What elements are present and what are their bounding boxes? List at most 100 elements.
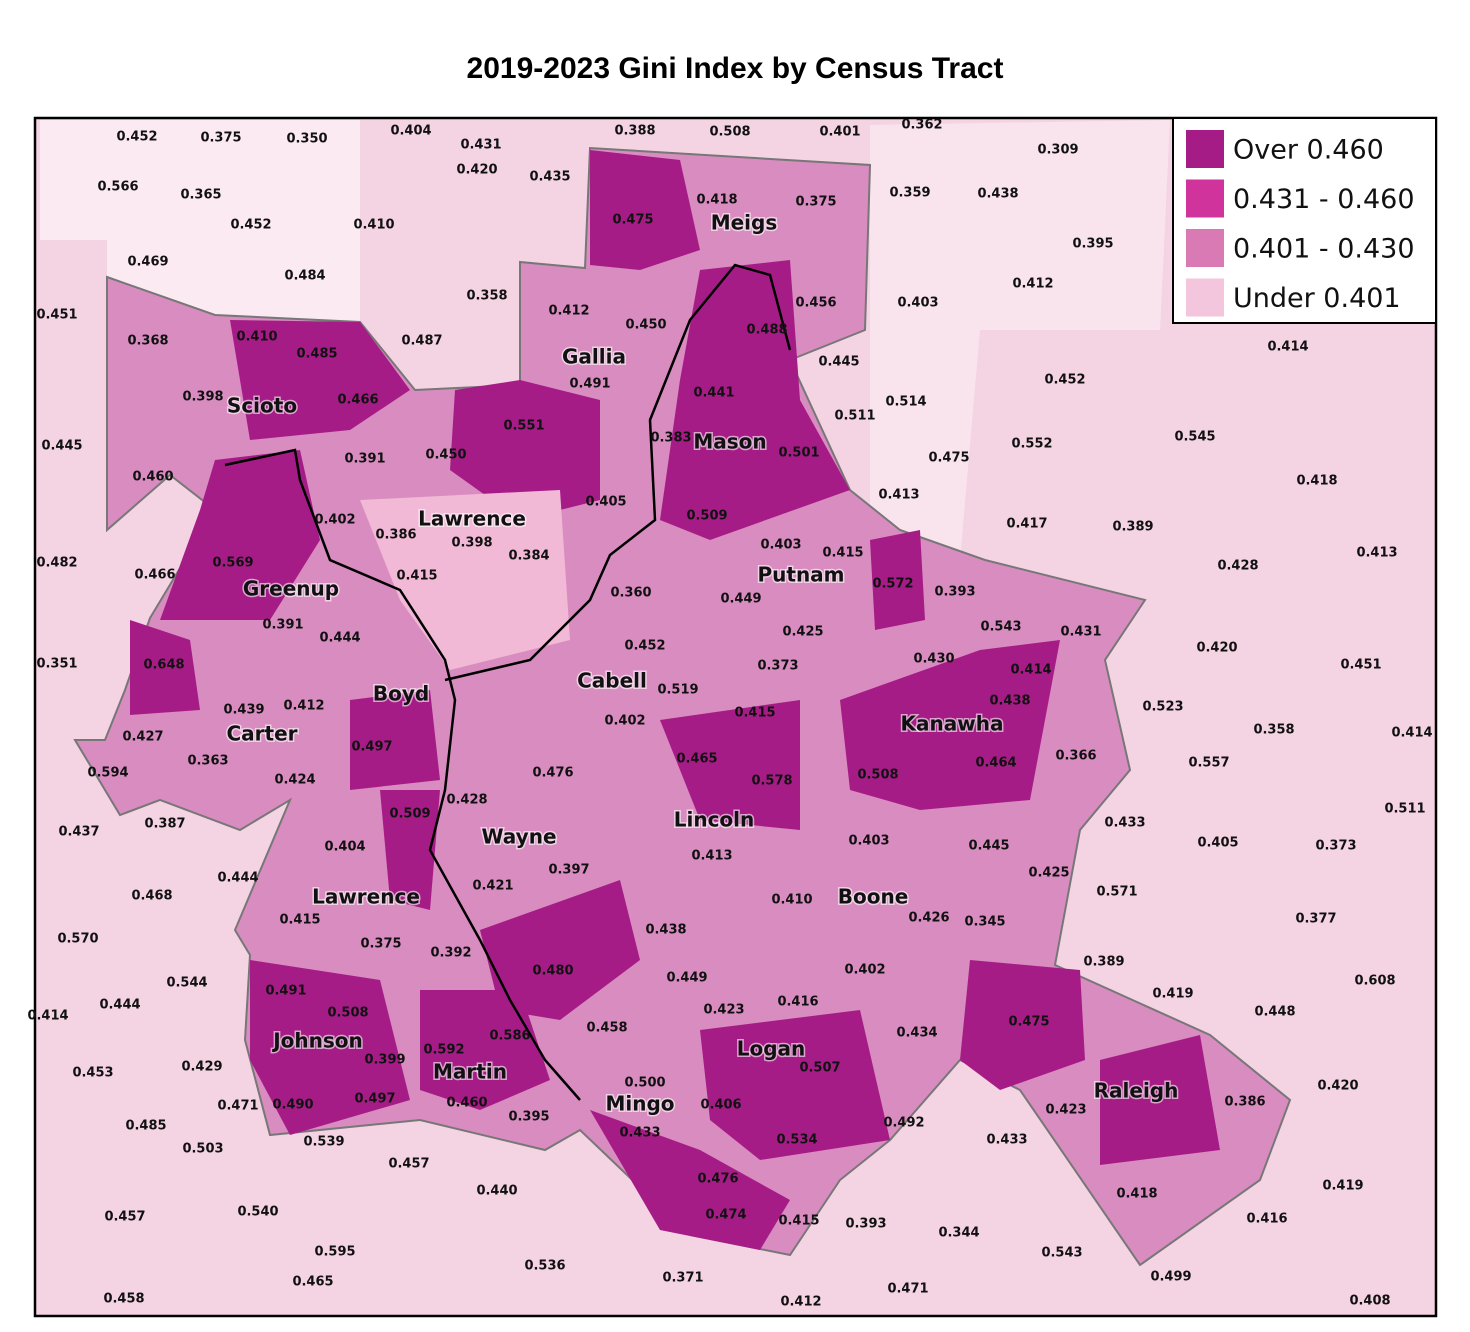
tract-value: 0.453 bbox=[72, 1066, 113, 1081]
tract-value: 0.431 bbox=[1060, 625, 1101, 640]
tract-value: 0.386 bbox=[375, 528, 416, 543]
dark-area bbox=[590, 150, 700, 270]
dark-area bbox=[450, 380, 600, 520]
tract-value: 0.552 bbox=[1011, 437, 1052, 452]
legend-label: Over 0.460 bbox=[1233, 135, 1384, 166]
county-name: Lincoln bbox=[674, 808, 755, 832]
tract-value: 0.507 bbox=[799, 1061, 840, 1076]
county-name: Martin bbox=[433, 1060, 507, 1084]
tract-value: 0.499 bbox=[1150, 1270, 1191, 1285]
county-name: Logan bbox=[737, 1037, 806, 1061]
tract-value: 0.445 bbox=[41, 439, 82, 454]
tract-value: 0.413 bbox=[878, 488, 919, 503]
tract-value: 0.452 bbox=[1044, 373, 1085, 388]
tract-value: 0.445 bbox=[818, 355, 859, 370]
tract-value: 0.471 bbox=[217, 1099, 258, 1114]
tract-value: 0.497 bbox=[351, 740, 392, 755]
legend-label: Under 0.401 bbox=[1233, 283, 1401, 314]
tract-value: 0.468 bbox=[131, 889, 172, 904]
tract-value: 0.491 bbox=[569, 377, 610, 392]
labels: 0.452 0.375 0.350 0.404 0.431 0.388 0.508 0.401… bbox=[27, 118, 1432, 1310]
tract-value: 0.450 bbox=[425, 448, 466, 463]
map-frame bbox=[33, 116, 1438, 1318]
tract-value: 0.373 bbox=[757, 659, 798, 674]
tract-value: 0.358 bbox=[466, 289, 507, 304]
tract-value: 0.430 bbox=[913, 652, 954, 667]
tract-value: 0.366 bbox=[1055, 749, 1096, 764]
tract-value: 0.412 bbox=[780, 1295, 821, 1310]
tract-value: 0.415 bbox=[778, 1214, 819, 1229]
legend-swatch bbox=[1186, 179, 1224, 218]
tract-value: 0.456 bbox=[795, 296, 836, 311]
county-name: Lawrence bbox=[312, 885, 420, 909]
tract-value: 0.375 bbox=[200, 131, 241, 146]
tract-value: 0.424 bbox=[274, 773, 315, 788]
tract-value: 0.408 bbox=[1349, 1294, 1390, 1309]
tract-value: 0.402 bbox=[604, 714, 645, 729]
tract-value: 0.392 bbox=[430, 946, 471, 961]
tract-value: 0.371 bbox=[662, 1271, 703, 1286]
tract-value: 0.412 bbox=[283, 699, 324, 714]
tract-value: 0.387 bbox=[144, 817, 185, 832]
tract-value: 0.345 bbox=[964, 915, 1005, 930]
tract-value: 0.410 bbox=[771, 893, 812, 908]
tract-value: 0.404 bbox=[324, 840, 365, 855]
tract-value: 0.508 bbox=[327, 1006, 368, 1021]
tract-value: 0.398 bbox=[451, 536, 492, 551]
map-title: 2019-2023 Gini Index by Census Tract bbox=[467, 52, 1004, 85]
tract-value: 0.412 bbox=[1012, 277, 1053, 292]
tract-value: 0.480 bbox=[532, 964, 573, 979]
tract-value: 0.423 bbox=[703, 1003, 744, 1018]
legend-label: 0.401 - 0.430 bbox=[1233, 234, 1415, 265]
county-name: Wayne bbox=[481, 825, 556, 849]
dark-area bbox=[420, 990, 550, 1110]
tract-value: 0.418 bbox=[1296, 474, 1337, 489]
tract-value: 0.466 bbox=[337, 393, 378, 408]
tract-value: 0.418 bbox=[1116, 1187, 1157, 1202]
tract-value: 0.431 bbox=[460, 138, 501, 153]
tract-value: 0.393 bbox=[845, 1217, 886, 1232]
dark-area bbox=[1100, 1035, 1220, 1165]
tract-value: 0.365 bbox=[180, 188, 221, 203]
tract-value: 0.414 bbox=[1391, 726, 1432, 741]
tract-value: 0.350 bbox=[286, 132, 327, 147]
tract-value: 0.608 bbox=[1354, 974, 1395, 989]
tract-value: 0.402 bbox=[314, 513, 355, 528]
tract-value: 0.543 bbox=[1041, 1246, 1082, 1261]
high-gini-areas bbox=[130, 150, 1220, 1250]
dark-area bbox=[660, 260, 850, 540]
tract-value: 0.375 bbox=[795, 195, 836, 210]
county-name: Johnson bbox=[271, 1029, 363, 1053]
tract-value: 0.435 bbox=[529, 170, 570, 185]
tract-value: 0.359 bbox=[889, 186, 930, 201]
tract-value: 0.578 bbox=[751, 774, 792, 789]
tract-value: 0.391 bbox=[344, 452, 385, 467]
tract-value: 0.595 bbox=[314, 1245, 355, 1260]
tract-value: 0.413 bbox=[691, 849, 732, 864]
tract-value: 0.344 bbox=[938, 1226, 979, 1241]
tract-value: 0.415 bbox=[734, 706, 775, 721]
tract-value: 0.425 bbox=[782, 625, 823, 640]
tract-value: 0.403 bbox=[848, 834, 889, 849]
tract-value: 0.420 bbox=[1317, 1079, 1358, 1094]
tract-value: 0.414 bbox=[1010, 663, 1051, 678]
legend-swatch bbox=[1186, 130, 1224, 168]
dark-area bbox=[250, 960, 410, 1135]
tract-value: 0.362 bbox=[901, 118, 942, 133]
tract-value: 0.465 bbox=[676, 752, 717, 767]
dark-area bbox=[380, 790, 440, 910]
light-area bbox=[360, 490, 570, 670]
tract-value: 0.586 bbox=[489, 1029, 530, 1044]
tract-value: 0.445 bbox=[968, 839, 1009, 854]
tract-value: 0.406 bbox=[700, 1098, 741, 1113]
legend-swatch bbox=[1186, 229, 1224, 267]
tract-value: 0.440 bbox=[476, 1184, 517, 1199]
tract-value: 0.416 bbox=[777, 995, 818, 1010]
tract-value: 0.402 bbox=[844, 963, 885, 978]
tract-value: 0.519 bbox=[657, 683, 698, 698]
county-name: Gallia bbox=[562, 345, 626, 369]
tract-value: 0.427 bbox=[122, 730, 163, 745]
tract-value: 0.377 bbox=[1295, 912, 1336, 927]
tract-value: 0.438 bbox=[989, 694, 1030, 709]
tract-value: 0.425 bbox=[1028, 866, 1069, 881]
